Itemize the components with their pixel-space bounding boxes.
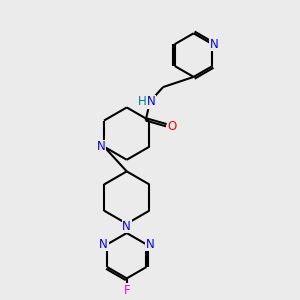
Text: N: N <box>122 220 131 232</box>
Text: H: H <box>138 95 147 108</box>
Text: F: F <box>123 284 130 296</box>
Text: O: O <box>167 120 176 133</box>
Text: N: N <box>97 140 106 153</box>
Text: N: N <box>210 38 218 51</box>
Text: N: N <box>99 238 108 251</box>
Text: N: N <box>146 238 154 251</box>
Text: N: N <box>147 95 156 108</box>
